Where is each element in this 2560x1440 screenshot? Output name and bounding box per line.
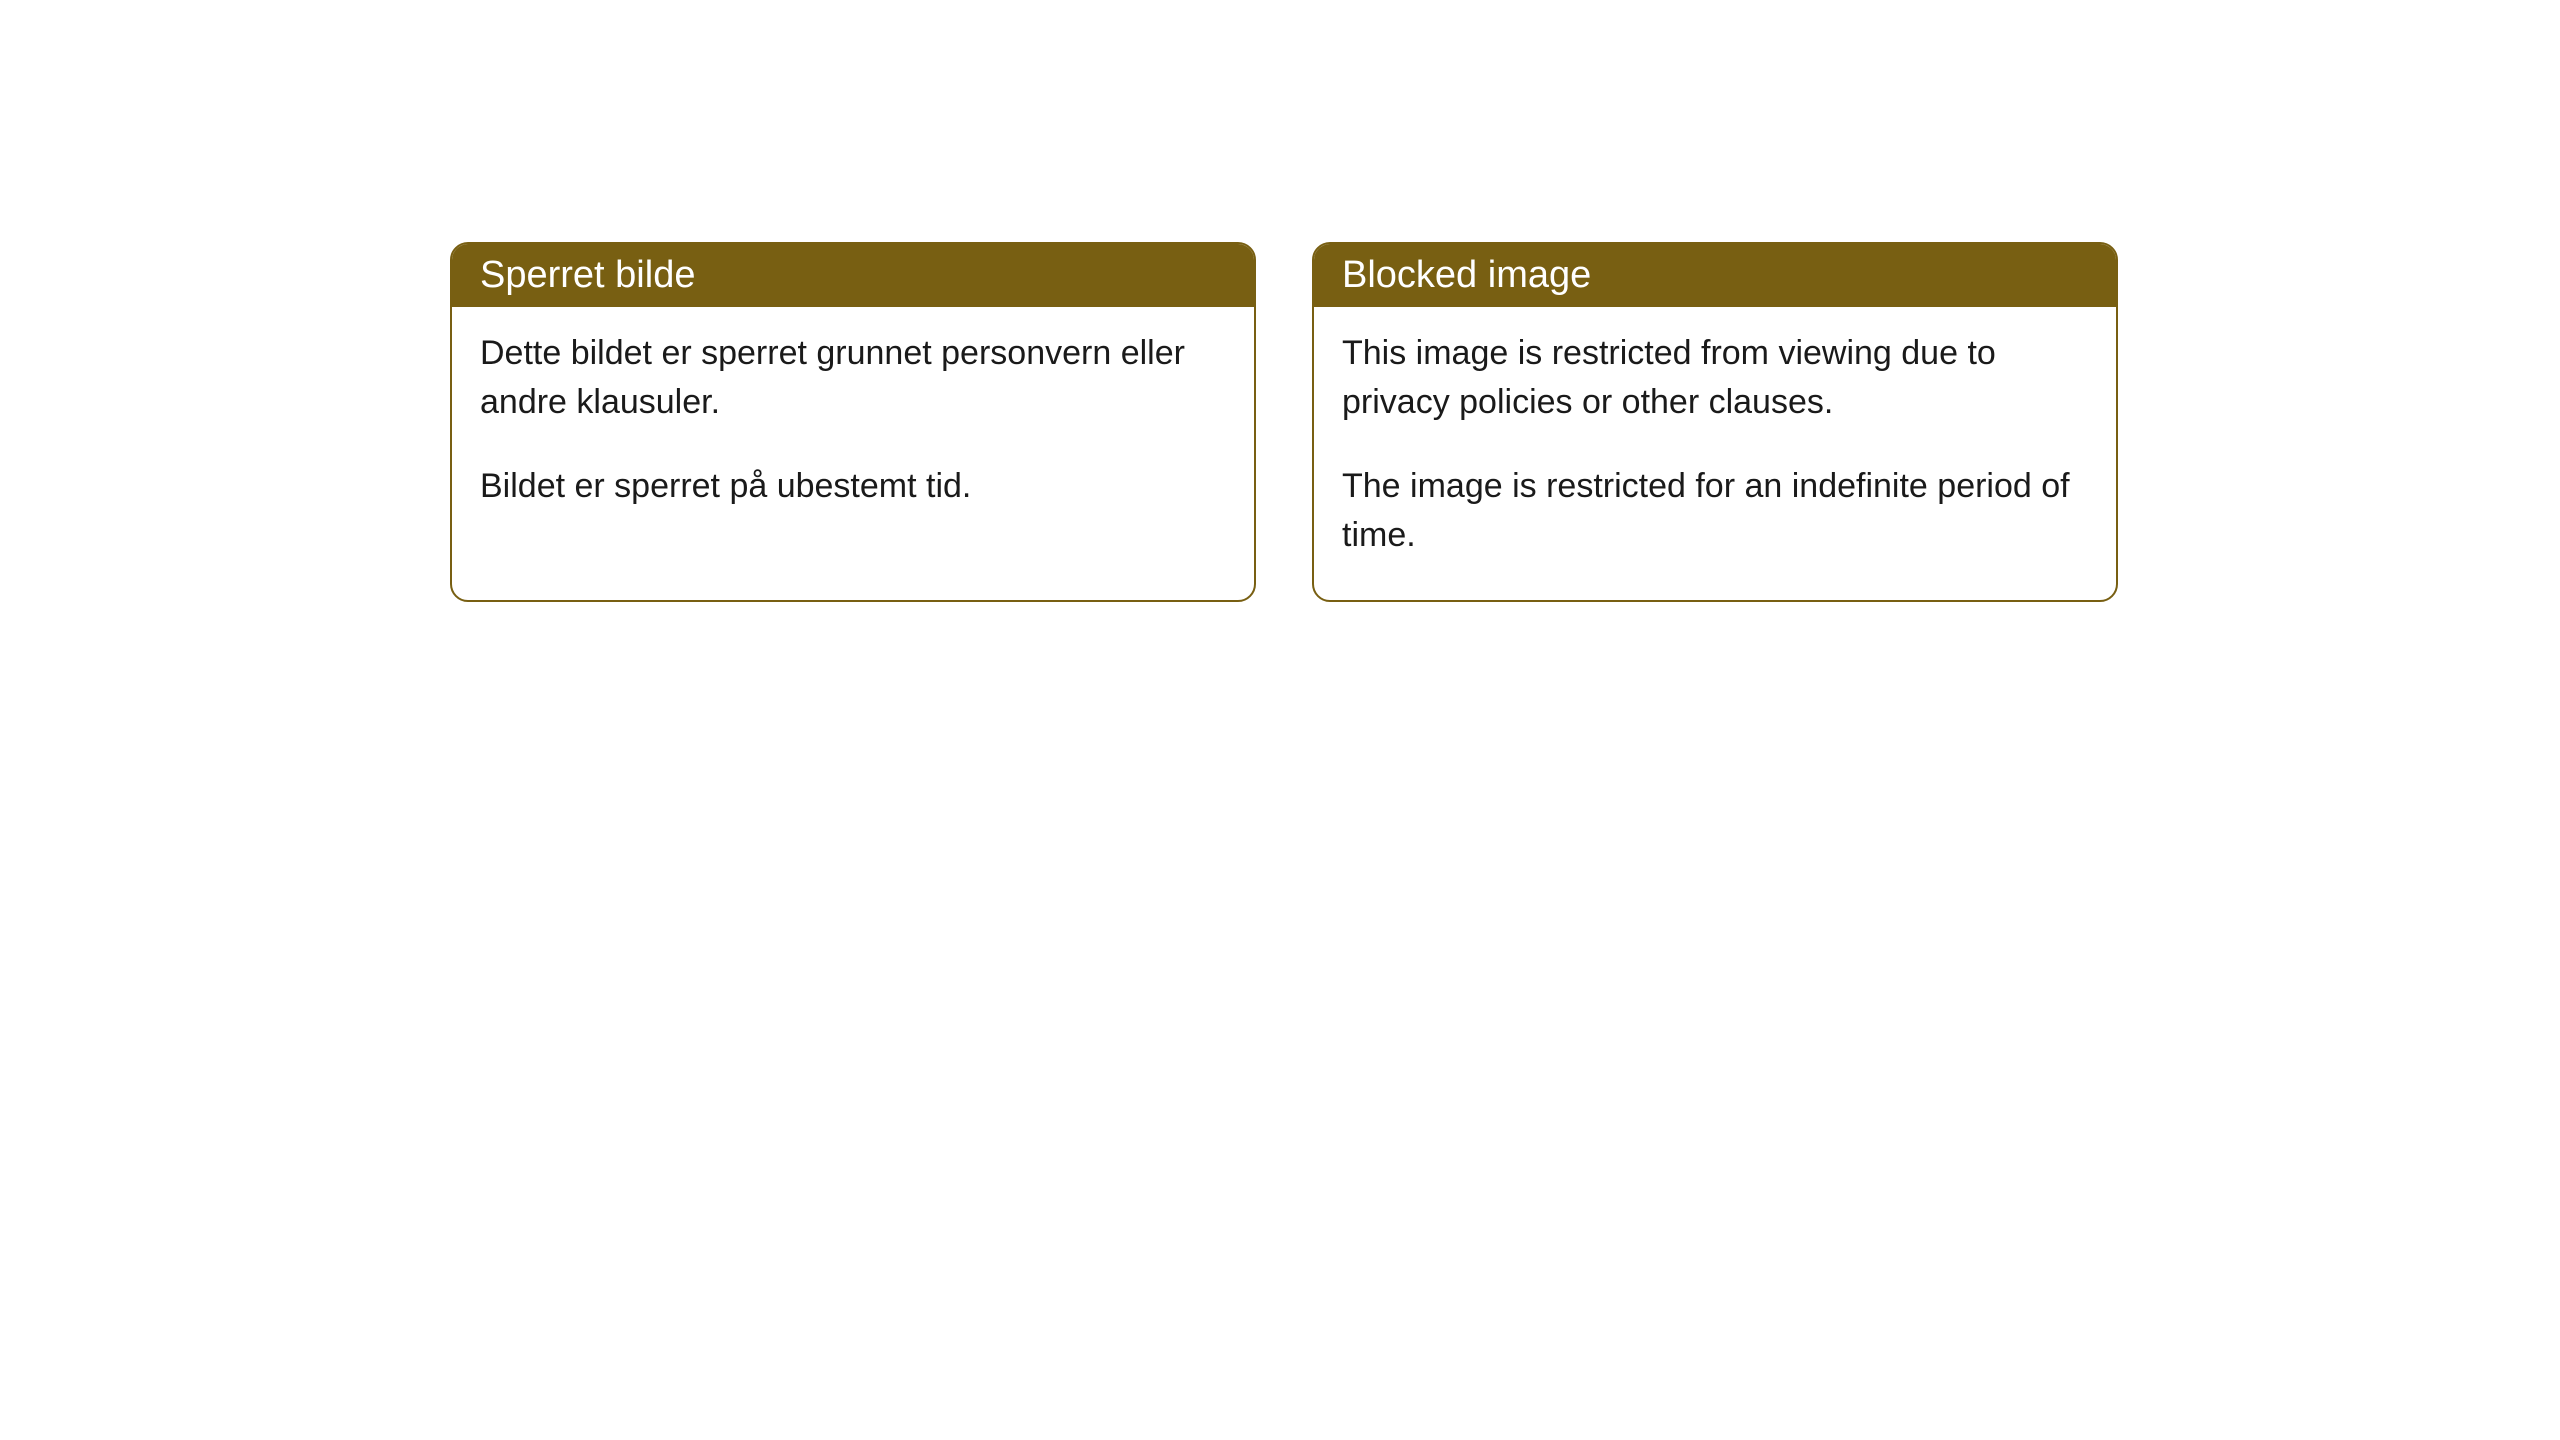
card-paragraph: This image is restricted from viewing du… bbox=[1342, 329, 2088, 428]
card-paragraph: Bildet er sperret på ubestemt tid. bbox=[480, 462, 1226, 511]
notice-card-english: Blocked image This image is restricted f… bbox=[1312, 242, 2118, 602]
card-body: Dette bildet er sperret grunnet personve… bbox=[452, 307, 1254, 551]
card-paragraph: Dette bildet er sperret grunnet personve… bbox=[480, 329, 1226, 428]
card-header: Sperret bilde bbox=[452, 244, 1254, 307]
card-body: This image is restricted from viewing du… bbox=[1314, 307, 2116, 600]
card-header: Blocked image bbox=[1314, 244, 2116, 307]
card-paragraph: The image is restricted for an indefinit… bbox=[1342, 462, 2088, 561]
card-header-text: Blocked image bbox=[1342, 254, 1591, 296]
notice-card-norwegian: Sperret bilde Dette bildet er sperret gr… bbox=[450, 242, 1256, 602]
card-header-text: Sperret bilde bbox=[480, 254, 695, 296]
notice-cards-container: Sperret bilde Dette bildet er sperret gr… bbox=[450, 242, 2118, 602]
